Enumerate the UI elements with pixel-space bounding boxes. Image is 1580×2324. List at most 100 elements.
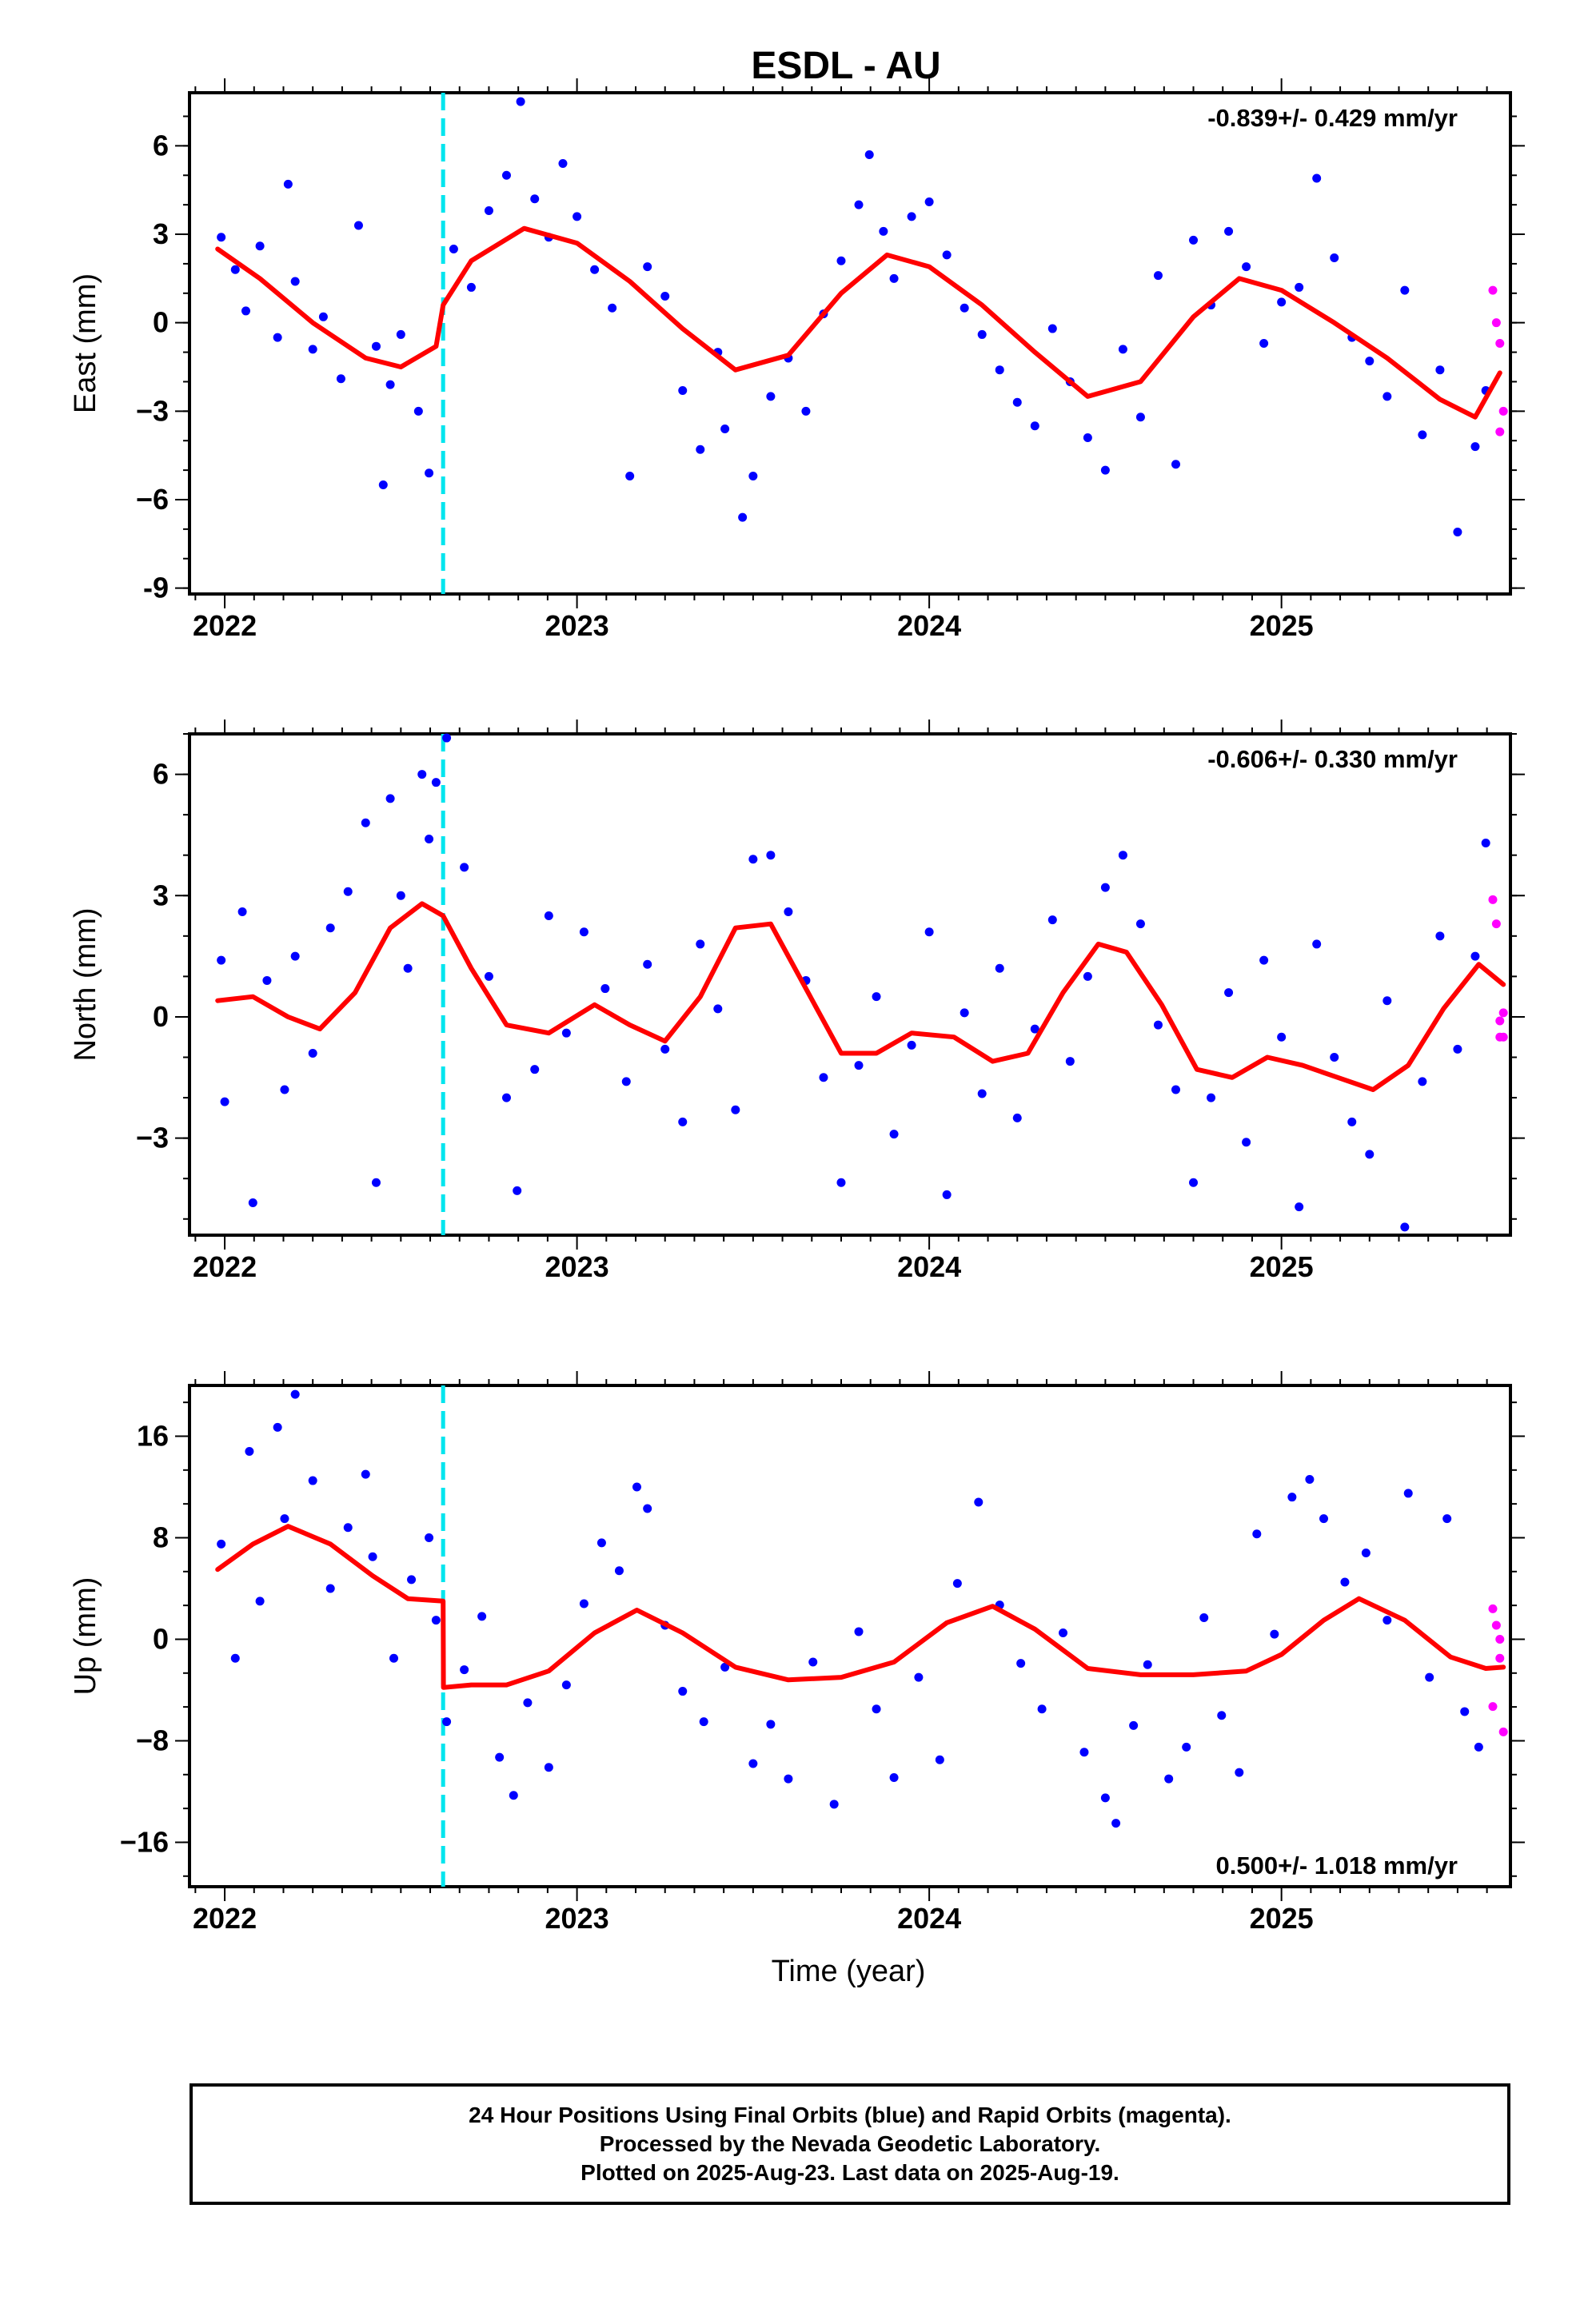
final-orbit-point (1129, 1720, 1139, 1730)
final-orbit-point (854, 1627, 864, 1636)
final-orbit-point (1030, 1024, 1039, 1034)
final-orbit-point (808, 1657, 818, 1667)
y-tick-label: 6 (153, 758, 169, 791)
final-orbit-point (1189, 1178, 1199, 1187)
final-orbit-point (431, 1616, 441, 1625)
final-orbit-point (361, 818, 370, 827)
final-orbit-point (696, 444, 705, 454)
y-tick-label: −6 (136, 483, 169, 516)
final-orbit-point (217, 955, 226, 965)
final-orbit-point (1330, 1053, 1339, 1062)
final-orbit-point (608, 303, 617, 313)
final-orbit-point (1474, 1742, 1483, 1752)
x-axis-label: Time (year) (772, 1955, 926, 1988)
final-orbit-point (632, 1482, 641, 1492)
final-orbit-point (1330, 253, 1339, 263)
final-orbit-point (1153, 271, 1163, 281)
x-tick-label: 2022 (193, 1250, 257, 1283)
final-orbit-point (836, 1178, 846, 1187)
final-orbit-point (343, 887, 353, 896)
final-orbit-point (1305, 1474, 1315, 1484)
final-orbit-point (396, 329, 405, 339)
rapid-orbit-point (1498, 406, 1508, 416)
final-orbit-point (283, 179, 293, 189)
y-tick-label: 8 (153, 1521, 169, 1553)
final-orbit-point (1270, 1629, 1279, 1639)
x-tick-label: 2023 (545, 1902, 609, 1935)
footer-caption-box: 24 Hour Positions Using Final Orbits (bl… (190, 2083, 1510, 2205)
final-orbit-point (1340, 1577, 1350, 1587)
final-orbit-point (308, 1476, 317, 1485)
final-orbit-point (513, 1186, 522, 1195)
final-orbit-point (1153, 1020, 1163, 1030)
final-orbit-point (1403, 1489, 1413, 1498)
final-orbit-point (318, 312, 328, 321)
final-orbit-point (1470, 951, 1480, 961)
final-orbit-point (596, 1538, 606, 1548)
final-orbit-point (396, 891, 405, 900)
final-orbit-point (237, 907, 247, 916)
y-tick-label: 3 (153, 217, 169, 250)
rapid-orbit-point (1491, 1620, 1501, 1630)
final-orbit-point (974, 1497, 984, 1507)
final-orbit-point (720, 424, 730, 433)
rapid-orbit-point (1498, 1008, 1508, 1018)
final-orbit-point (1312, 173, 1322, 183)
panel-up: 2022 2023 2024 2025 −16 −8 0 8 16 Up (mm) Time (ye… (69, 1371, 1525, 1988)
final-orbit-point (960, 303, 969, 313)
final-orbit-point (336, 374, 345, 384)
y-tick-label: 16 (137, 1419, 169, 1452)
final-orbit-point (273, 333, 282, 342)
final-orbit-point (449, 244, 458, 253)
final-orbit-point (889, 273, 899, 283)
final-orbit-point (417, 770, 427, 779)
rapid-orbit-point (1488, 285, 1498, 295)
final-orbit-point (889, 1772, 899, 1782)
final-orbit-point (1277, 297, 1287, 307)
final-orbit-point (425, 468, 434, 478)
y-tick-label: −8 (136, 1724, 169, 1756)
final-orbit-point (643, 262, 652, 272)
final-orbit-point (368, 1552, 377, 1561)
chart-title: ESDL - AU (751, 45, 940, 87)
final-orbit-point (960, 1008, 969, 1018)
final-orbit-point (678, 386, 688, 396)
final-orbit-point (748, 1759, 758, 1768)
final-orbit-point (1224, 226, 1234, 236)
final-orbit-point (1118, 851, 1127, 860)
final-orbit-point (1442, 1514, 1452, 1524)
final-orbit-point (280, 1085, 289, 1094)
final-orbit-point (325, 923, 335, 933)
panel-north: 2022 2023 2024 2025 −3 0 3 6 North (mm) -0.606+/-… (69, 720, 1525, 1283)
final-orbit-point (245, 1447, 254, 1457)
rapid-orbit-point (1488, 895, 1498, 904)
y-tick-label: 3 (153, 879, 169, 911)
final-orbit-point (255, 241, 265, 251)
final-orbit-point (1295, 282, 1304, 292)
final-orbit-point (1111, 1819, 1121, 1828)
final-orbit-point (731, 1105, 740, 1114)
final-orbit-point (854, 1061, 864, 1070)
final-orbit-point (484, 971, 493, 981)
y-axis-label: East (mm) (69, 273, 102, 413)
final-orbit-point (1079, 1748, 1089, 1757)
final-orbit-point (273, 1422, 282, 1432)
model-curve (215, 901, 1506, 1092)
rapid-orbit-point (1495, 427, 1505, 436)
final-orbit-point (907, 212, 916, 221)
final-orbit-point (425, 1533, 434, 1542)
final-orbit-point (1277, 1032, 1287, 1042)
final-orbit-point (1312, 939, 1322, 949)
final-orbit-point (977, 1089, 987, 1098)
x-tick-label: 2024 (897, 1902, 961, 1935)
final-orbit-point (1100, 883, 1110, 892)
final-orbit-point (561, 1028, 571, 1038)
final-orbit-point (977, 329, 987, 339)
final-orbit-point (784, 1774, 793, 1784)
final-orbit-point (1016, 1659, 1026, 1668)
final-orbit-point (1217, 1711, 1227, 1720)
final-orbit-point (995, 365, 1004, 375)
final-orbit-point (1453, 1044, 1462, 1054)
